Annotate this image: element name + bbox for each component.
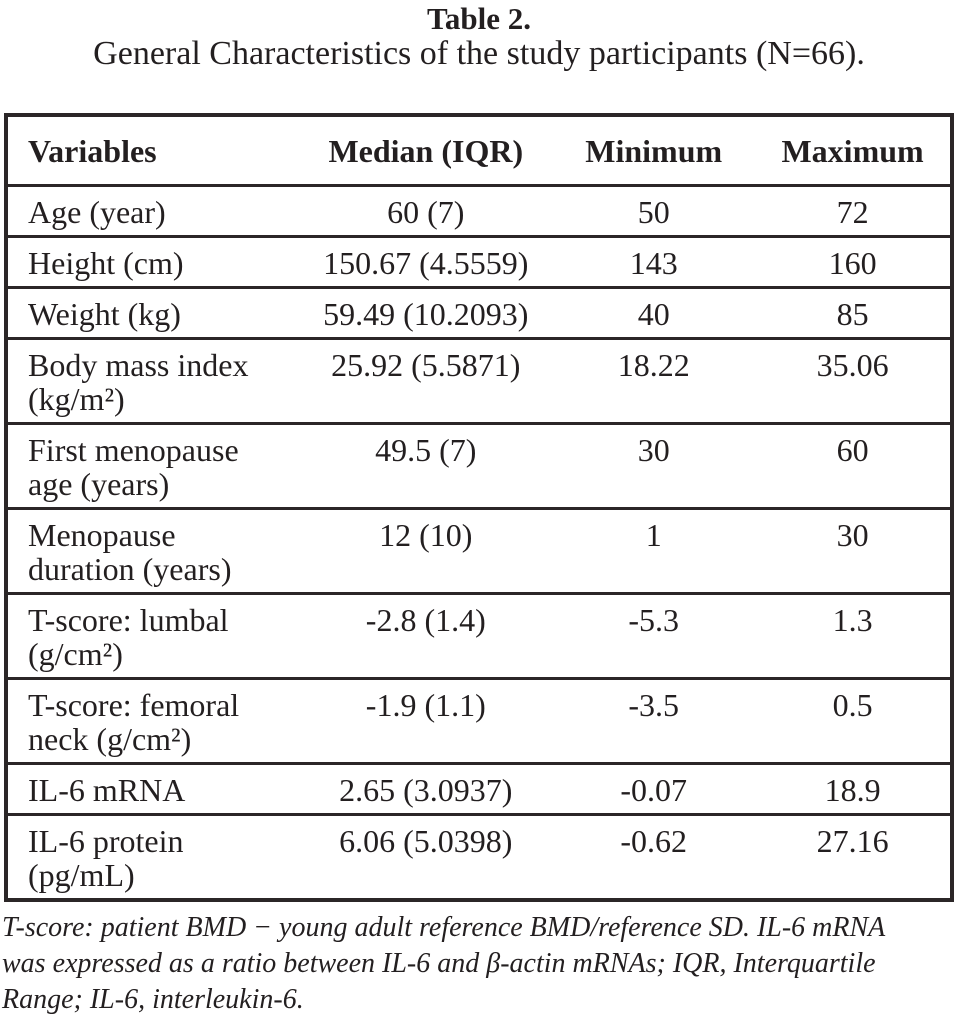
header-maximum: Maximum — [781, 133, 924, 169]
minimum-cell: 40 — [637, 296, 670, 332]
table-footnote: T-score: patient BMD − young adult refer… — [2, 912, 886, 1015]
header-row: Variables Median (IQR) Minimum Maximum — [6, 115, 952, 186]
variable-cell: Age (year) — [28, 194, 166, 230]
variable-cell: IL-6 mRNA — [28, 772, 186, 808]
median-cell: 2.65 (3.0937) — [339, 772, 513, 808]
table-row-il6-protein: IL-6 protein (pg/mL) 6.06 (5.0398) -0.62… — [6, 815, 952, 900]
maximum-cell: 30 — [836, 517, 869, 553]
table-row-weight: Weight (kg) 59.49 (10.2093) 40 85 — [6, 288, 952, 339]
variable-cell: T-score: femoral neck (g/cm²) — [28, 687, 240, 757]
header-minimum: Minimum — [585, 133, 723, 169]
maximum-cell: 27.16 — [816, 823, 889, 859]
median-cell: 150.67 (4.5559) — [323, 245, 529, 281]
minimum-cell: -5.3 — [628, 602, 680, 638]
variable-cell: Menopause duration (years) — [28, 517, 232, 587]
table-row-il6-mrna: IL-6 mRNA 2.65 (3.0937) -0.07 18.9 — [6, 764, 952, 815]
minimum-cell: -0.62 — [620, 823, 688, 859]
median-cell: 6.06 (5.0398) — [339, 823, 513, 859]
characteristics-table: Variables Median (IQR) Minimum Maximum A… — [4, 113, 954, 902]
table-caption: Table 2. General Characteristics of the … — [0, 0, 958, 72]
variable-cell: T-score: lumbal (g/cm²) — [28, 602, 229, 672]
variable-cell: Weight (kg) — [28, 296, 181, 332]
table-row-bmi: Body mass index (kg/m²) 25.92 (5.5871) 1… — [6, 339, 952, 424]
minimum-cell: 143 — [629, 245, 678, 281]
table-number: Table 2. — [427, 1, 531, 36]
median-cell: 12 (10) — [379, 517, 473, 553]
variable-cell: Height (cm) — [28, 245, 184, 281]
minimum-cell: 1 — [645, 517, 662, 553]
table-row-tscore-femoral: T-score: femoral neck (g/cm²) -1.9 (1.1)… — [6, 679, 952, 764]
minimum-cell: 18.22 — [617, 347, 690, 383]
variable-cell: Body mass index (kg/m²) — [28, 347, 249, 417]
median-cell: 59.49 (10.2093) — [323, 296, 529, 332]
maximum-cell: 18.9 — [824, 772, 881, 808]
table-row-height: Height (cm) 150.67 (4.5559) 143 160 — [6, 237, 952, 288]
maximum-cell: 160 — [828, 245, 877, 281]
median-cell: -1.9 (1.1) — [365, 687, 486, 723]
header-variables: Variables — [28, 133, 157, 169]
maximum-cell: 72 — [836, 194, 869, 230]
maximum-cell: 60 — [836, 432, 869, 468]
maximum-cell: 35.06 — [816, 347, 889, 383]
minimum-cell: -3.5 — [628, 687, 680, 723]
table-row-age: Age (year) 60 (7) 50 72 — [6, 186, 952, 237]
minimum-cell: 50 — [637, 194, 670, 230]
median-cell: -2.8 (1.4) — [365, 602, 486, 638]
median-cell: 49.5 (7) — [375, 432, 477, 468]
variable-cell: IL-6 protein (pg/mL) — [28, 823, 184, 893]
variable-cell: First menopause age (years) — [28, 432, 239, 502]
maximum-cell: 1.3 — [832, 602, 873, 638]
minimum-cell: 30 — [637, 432, 670, 468]
maximum-cell: 0.5 — [832, 687, 873, 723]
table-row-menopause-duration: Menopause duration (years) 12 (10) 1 30 — [6, 509, 952, 594]
median-cell: 25.92 (5.5871) — [331, 347, 521, 383]
maximum-cell: 85 — [836, 296, 869, 332]
table-row-first-menopause-age: First menopause age (years) 49.5 (7) 30 … — [6, 424, 952, 509]
median-cell: 60 (7) — [387, 194, 465, 230]
table-row-tscore-lumbal: T-score: lumbal (g/cm²) -2.8 (1.4) -5.3 … — [6, 594, 952, 679]
header-median-iqr: Median (IQR) — [328, 133, 524, 169]
minimum-cell: -0.07 — [620, 772, 688, 808]
table-description: General Characteristics of the study par… — [93, 35, 865, 72]
